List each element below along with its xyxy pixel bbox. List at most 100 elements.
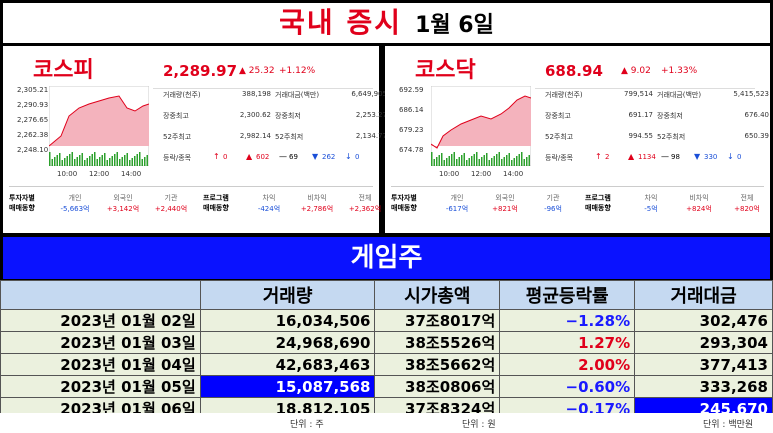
chart-x-label: 14:00 <box>121 170 142 178</box>
volume-bar <box>448 156 450 166</box>
stat-value: 650.39 <box>744 132 770 140</box>
breadth-symbol: ▼ <box>694 152 701 161</box>
stat-value: 2,300.62 <box>239 111 271 119</box>
flow-value: +824억 <box>686 205 712 213</box>
column-header: 거래량 <box>199 280 376 310</box>
breadth-value: 262 <box>322 153 336 161</box>
table-cell: −1.28% <box>499 309 636 332</box>
volume-bar <box>438 155 440 166</box>
flow-label: 비차익 <box>689 194 709 202</box>
index-value: 2,289.97 <box>163 62 238 80</box>
unit-row: 단위 : 주 단위 : 원 단위 : 백만원 <box>0 413 773 433</box>
stat-value: 6,649,905 <box>351 90 387 98</box>
flow-label: 전체 <box>740 194 754 202</box>
group-label: 프로그램 매매동향 <box>203 194 229 212</box>
table-cell: 2023년 01월 05일 <box>0 375 201 398</box>
group-label: 프로그램 매매동향 <box>585 194 611 212</box>
volume-bar <box>116 152 118 166</box>
chart-x-label: 10:00 <box>57 170 78 178</box>
stat-value: 2,982.14 <box>239 132 271 140</box>
flow-value: +2,786억 <box>300 205 334 213</box>
index-value: 688.94 <box>545 62 603 80</box>
title: 국내 증시 <box>279 6 402 39</box>
flow-label: 기관 <box>164 194 178 202</box>
flow-label: 비차익 <box>307 194 327 202</box>
flow-value: -617억 <box>445 205 469 213</box>
volume-bar <box>498 152 500 166</box>
volume-bar <box>506 155 508 166</box>
stat-label: 거래량(천주) <box>163 91 201 99</box>
table-cell: 42,683,463 <box>199 353 376 376</box>
chart-y-label: 674.78 <box>399 146 424 154</box>
flow-value: -424억 <box>257 205 281 213</box>
table-cell: 2023년 01월 02일 <box>0 309 201 332</box>
table-row: 2023년 01월 05일 15,087,568 38조0806억 −0.60% 333… <box>0 375 773 398</box>
table-cell: 38조5662억 <box>374 353 501 376</box>
breadth-value: 330 <box>704 153 718 161</box>
table-row: 2023년 01월 03일 24,968,690 38조5526억 1.27% 293,… <box>0 331 773 354</box>
volume-bar <box>433 159 435 166</box>
chart-y-label: 679.23 <box>399 126 424 134</box>
stat-label: 장중최고 <box>163 112 189 120</box>
volume-bar <box>501 159 503 166</box>
mini-chart <box>49 86 149 166</box>
flow-value: +821억 <box>492 205 518 213</box>
table-cell: 1.27% <box>499 331 636 354</box>
volume-bar <box>126 153 128 166</box>
breadth-value: 0 <box>737 153 742 161</box>
volume-bar <box>503 157 505 166</box>
stat-value: 388,198 <box>242 90 271 98</box>
chart-y-label: 692.59 <box>399 86 424 94</box>
chart-y-label: 2,305.21 <box>17 86 49 94</box>
stat-value: 5,415,523 <box>733 90 769 98</box>
volume-bar <box>74 159 76 166</box>
breadth-symbol: ↑ <box>213 152 220 161</box>
flow-label: 외국인 <box>113 194 133 202</box>
volume-bar <box>99 157 101 166</box>
volume-bar <box>76 157 78 166</box>
table-cell: 38조5526억 <box>374 331 501 354</box>
breadth-label: 등락/종목 <box>163 154 192 162</box>
flow-label: 개인 <box>68 194 82 202</box>
table-cell: 38조0806억 <box>374 375 501 398</box>
volume-bar <box>483 155 485 166</box>
price-area <box>49 96 149 146</box>
table-cell: 15,087,568 <box>199 375 376 398</box>
column-header: 거래대금 <box>634 280 773 310</box>
volume-bar <box>54 157 56 166</box>
volume-bar <box>451 154 453 166</box>
index-change: ▲ 25.32 <box>239 66 275 76</box>
stat-label: 52주최고 <box>163 133 192 141</box>
stat-label: 장중최저 <box>657 112 683 120</box>
flow-label: 개인 <box>450 194 464 202</box>
stat-value: 676.40 <box>744 111 770 119</box>
volume-bar <box>86 158 88 166</box>
volume-bar <box>466 160 468 166</box>
table-cell: 24,968,690 <box>199 331 376 354</box>
table-cell: 2023년 01월 03일 <box>0 331 201 354</box>
breadth-value: 0 <box>355 153 360 161</box>
volume-bar <box>144 157 146 166</box>
volume-bar <box>61 160 63 166</box>
column-header: 평균등락률 <box>499 280 636 310</box>
breadth-label: 등락/종목 <box>545 154 574 162</box>
stat-value: 2,253.27 <box>355 111 387 119</box>
breadth-symbol: ▲ <box>246 152 253 161</box>
chart-y-label: 2,262.38 <box>17 131 49 139</box>
table-row: 2023년 01월 04일 42,683,463 38조5662억 2.00% 377,… <box>0 353 773 376</box>
table-cell: −0.60% <box>499 375 636 398</box>
volume-bar <box>136 154 138 166</box>
volume-bar <box>473 154 475 166</box>
table-cell: 333,268 <box>634 375 773 398</box>
volume-bar <box>84 160 86 166</box>
flow-value: +820억 <box>734 205 760 213</box>
table-title: 게임주 <box>3 237 770 279</box>
volume-bar <box>493 156 495 166</box>
chart-x-label: 12:00 <box>89 170 110 178</box>
volume-bar <box>66 156 68 166</box>
chart-y-label: 2,276.65 <box>17 116 49 124</box>
chart-y-label: 2,290.93 <box>17 101 49 109</box>
volume-bar <box>121 157 123 166</box>
volume-bar <box>463 153 465 166</box>
volume-bar <box>456 159 458 166</box>
